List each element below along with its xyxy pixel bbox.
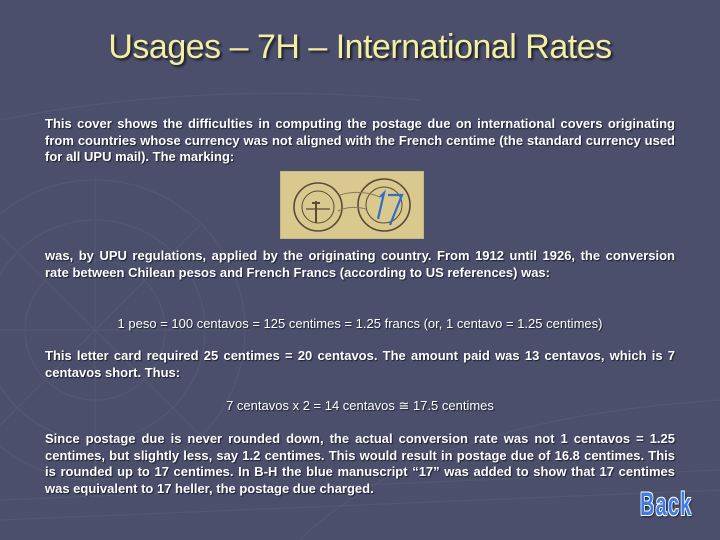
conversion-equation: 1 peso = 100 centavos = 125 centimes = 1… <box>117 316 603 331</box>
slide-title: Usages – 7H – International Rates <box>108 28 612 66</box>
letter-card-paragraph: This letter card required 25 centimes = … <box>45 348 675 380</box>
back-button[interactable]: Back <box>640 486 693 522</box>
conclusion-paragraph: Since postage due is never rounded down,… <box>45 431 675 496</box>
conversion-paragraph: was, by UPU regulations, applied by the … <box>45 248 675 280</box>
shortfall-equation: 7 centavos x 2 = 14 centavos ≅ 17.5 cent… <box>226 398 494 413</box>
postal-marking-image <box>280 171 424 239</box>
intro-paragraph: This cover shows the difficulties in com… <box>45 116 675 164</box>
